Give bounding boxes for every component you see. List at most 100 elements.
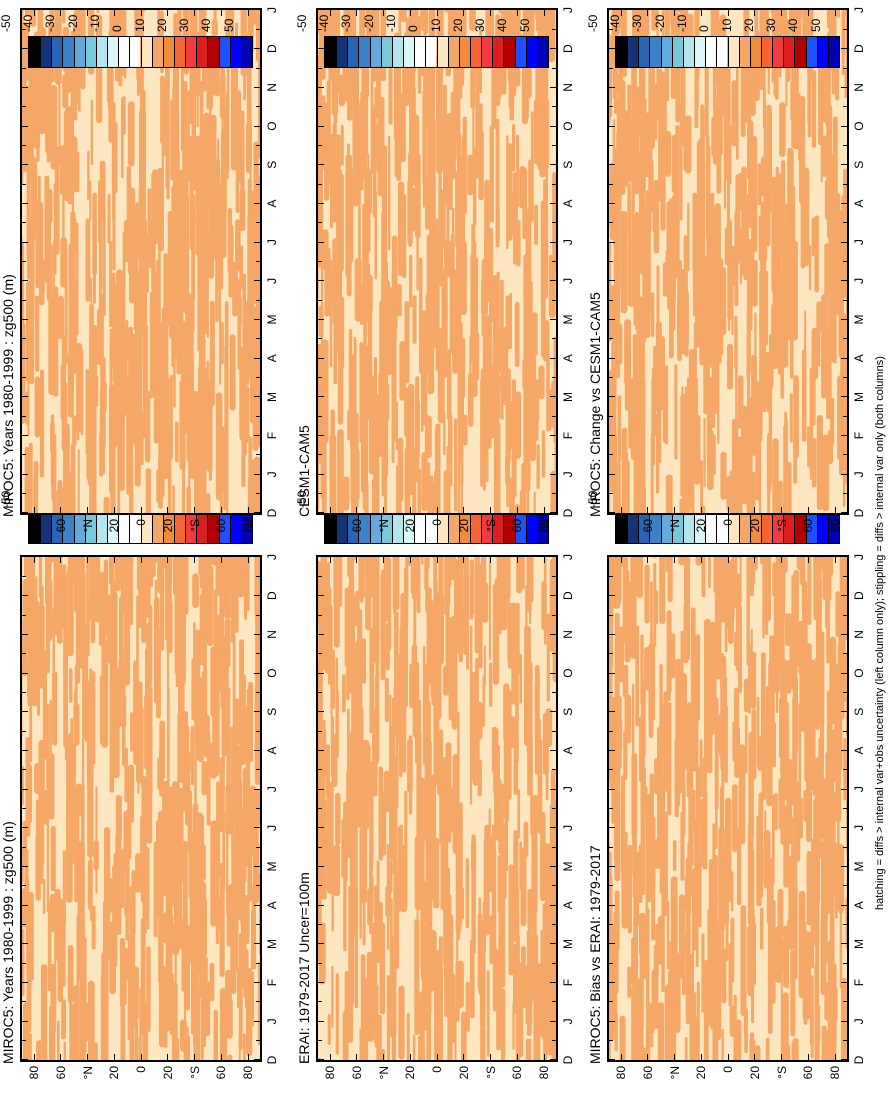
field-streak — [446, 112, 453, 211]
x-tick — [254, 280, 260, 282]
field-streak — [623, 730, 628, 780]
field-streak — [691, 882, 695, 963]
colorbar-cell — [229, 513, 241, 543]
x-tick — [22, 711, 28, 713]
x-tick-label: J — [265, 786, 279, 793]
field-streak — [336, 271, 341, 336]
x-minor-tick — [318, 885, 322, 887]
field-streak — [536, 444, 540, 489]
field-streak — [535, 10, 539, 32]
x-minor-tick — [256, 67, 260, 69]
field-streak — [842, 368, 845, 468]
x-minor-tick — [609, 222, 613, 224]
field-map — [318, 10, 556, 513]
field-streak — [180, 1019, 187, 1052]
x-minor-tick — [22, 1040, 26, 1042]
colorbar-cell — [347, 37, 359, 67]
field-streak — [428, 475, 434, 513]
field-streak — [845, 897, 847, 949]
x-minor-tick — [318, 106, 322, 108]
x-minor-tick — [318, 493, 322, 495]
x-tick — [22, 1059, 28, 1061]
x-tick-label: S — [561, 707, 575, 716]
x-minor-tick — [256, 730, 260, 732]
x-tick — [318, 672, 324, 674]
x-minor-tick — [609, 575, 613, 577]
field-streak — [704, 618, 711, 672]
field-streak — [98, 180, 102, 243]
x-tick — [841, 943, 847, 945]
field-streak — [77, 449, 80, 513]
field-streak — [183, 113, 187, 152]
y-tick-label: 60 — [349, 519, 364, 533]
field-streak — [152, 169, 159, 244]
colorbar-cell — [436, 513, 448, 543]
plot-area — [20, 555, 262, 1062]
field-streak — [806, 767, 813, 843]
field-streak — [122, 96, 126, 135]
field-streak — [633, 86, 640, 195]
field-streak — [488, 557, 491, 661]
x-tick-label: J — [561, 7, 575, 13]
x-minor-tick — [318, 1001, 322, 1003]
x-minor-tick — [318, 338, 322, 340]
field-streak — [790, 949, 796, 1037]
x-tick — [22, 904, 28, 906]
field-streak — [70, 443, 76, 513]
x-tick-label: O — [265, 121, 279, 131]
y-tick-label: 0 — [721, 519, 735, 526]
field-streak — [705, 307, 710, 402]
y-tick — [220, 1054, 222, 1060]
field-streak — [42, 878, 46, 915]
x-tick — [609, 633, 615, 635]
field-streak — [366, 951, 373, 1026]
field-streak — [363, 739, 370, 830]
field-streak — [747, 320, 751, 432]
x-tick-label: M — [265, 314, 279, 325]
field-streak — [196, 724, 200, 761]
x-tick — [254, 711, 260, 713]
field-streak — [192, 573, 200, 609]
field-streak — [763, 829, 771, 889]
field-streak — [540, 811, 546, 902]
field-streak — [737, 827, 742, 906]
colorbar-cell — [62, 37, 74, 67]
y-tick — [781, 10, 782, 16]
y-tick — [807, 557, 809, 563]
field-streak — [361, 638, 367, 684]
field-streak — [409, 254, 413, 308]
x-tick-label: J — [265, 824, 279, 831]
colorbar-cell — [772, 37, 784, 67]
field-streak — [242, 767, 250, 839]
colorbar-cell — [95, 37, 108, 67]
field-streak — [782, 992, 789, 1060]
y-tick-label: 60 — [801, 519, 816, 533]
x-tick — [609, 241, 615, 243]
y-tick-label: 60 — [349, 1066, 364, 1080]
colorbar-cell — [118, 37, 130, 67]
y-tick-label: 80 — [614, 1066, 628, 1080]
field-streak — [770, 10, 775, 14]
x-tick — [22, 749, 28, 751]
field-streak — [432, 262, 437, 349]
y-tick — [516, 1054, 518, 1060]
y-tick — [140, 507, 142, 513]
field-streak — [206, 493, 211, 513]
field-streak — [203, 112, 210, 188]
field-streak — [814, 215, 819, 293]
field-streak — [667, 702, 672, 816]
x-tick-label: A — [852, 354, 866, 363]
x-minor-tick — [256, 614, 260, 616]
field-streak — [541, 256, 545, 358]
field-streak — [654, 838, 662, 869]
x-tick — [22, 556, 28, 558]
y-tick-label: 80 — [537, 1066, 551, 1080]
x-minor-tick — [256, 377, 260, 379]
colorbar-cell — [173, 37, 186, 67]
field-streak — [548, 254, 556, 318]
field-streak — [436, 949, 442, 985]
field-streak — [170, 374, 173, 460]
field-streak — [752, 259, 758, 307]
field-streak — [85, 218, 91, 302]
field-streak — [610, 416, 616, 475]
